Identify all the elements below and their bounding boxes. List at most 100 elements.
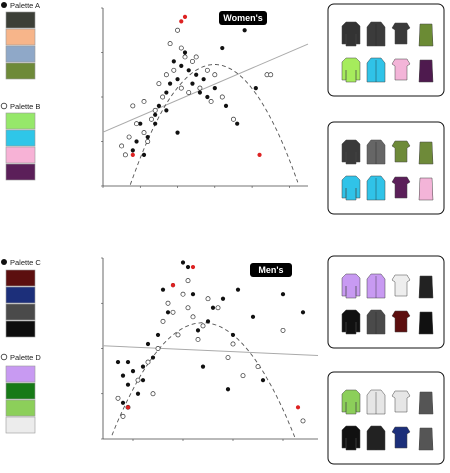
shirt-icon [391,426,411,449]
palette-a-label: Palette A [10,1,40,10]
data-point [150,391,156,397]
skirt-icon [418,141,434,165]
data-point [156,103,162,108]
data-point [115,395,121,401]
shirt-icon [391,58,411,81]
palette-d-marker [0,353,8,361]
palette-c-marker [1,259,7,265]
palette-a-swatches [5,11,36,80]
palette-swatch [5,11,36,29]
data-point [179,63,184,68]
data-point [160,287,166,292]
shirt-icon [391,390,411,413]
data-point [208,98,214,104]
data-point [141,152,147,157]
palette-a-marker [1,2,7,8]
palette-d-swatches [5,365,36,434]
skirt-icon [418,427,434,451]
data-point [180,260,186,265]
linear-fit-line [102,43,309,133]
jacket-icon [341,389,361,415]
data-point [201,77,206,82]
data-point [130,148,135,153]
palette-swatch [5,399,36,417]
linear-fit-line [102,345,319,357]
data-point [175,130,180,135]
data-point [130,369,136,374]
data-point [212,86,217,91]
data-point [134,121,139,127]
data-point [235,287,241,292]
data-point [215,305,221,311]
data-point [140,378,146,383]
shirt-icon [391,22,411,45]
data-point [195,328,201,333]
data-point [135,391,141,396]
skirt-icon [418,23,434,47]
data-point [200,323,206,329]
highlighted-point [170,283,176,288]
palette-swatch [5,416,36,434]
quadratic-fit-curve [111,322,296,438]
palette-swatch [5,320,36,338]
data-point [180,291,186,297]
palette-swatch [5,365,36,383]
jacket-icon [341,57,361,83]
palette-c-legend: Palette C [1,258,41,338]
jacket-icon [341,21,361,47]
highlighted-point [295,405,301,410]
palette-swatch [5,45,36,63]
jacket-icon [341,175,361,201]
jacket-icon [341,309,361,335]
jacket-icon [341,425,361,451]
palette-swatch [5,28,36,46]
data-point [231,116,236,122]
data-point [120,373,126,378]
shirt-icon [391,176,411,199]
data-point [126,134,132,140]
men-outfit-boxes [327,255,445,465]
data-point [160,94,166,100]
data-point [149,116,154,122]
shirt-icon [391,310,411,333]
data-point [141,130,147,136]
data-point [212,72,218,78]
data-point [182,50,188,55]
data-point [152,107,158,113]
women-scatter-plot [101,7,309,188]
data-point [195,337,201,342]
shirt-icon [391,274,411,297]
data-point [219,94,225,100]
data-point [197,85,203,91]
data-point [205,296,211,302]
data-point [185,305,191,311]
men-scatter-plot [101,257,319,441]
data-point [250,314,256,319]
data-point [186,90,192,96]
data-point [138,121,143,126]
data-point [115,359,121,365]
highlighted-point [182,14,188,19]
data-point [178,45,184,51]
data-point [125,359,131,365]
palette-c-label: Palette C [10,258,41,267]
men-panel: Palette C Palette D Men's [0,255,445,465]
data-point [190,81,195,86]
data-point [190,292,196,297]
palette-b-label: Palette B [10,102,40,111]
skirt-icon [418,275,434,299]
skirt-icon [418,311,434,335]
data-point [167,81,173,86]
data-point [145,139,151,144]
data-point [223,103,229,108]
data-point [280,327,286,333]
men-title: Men's [258,265,283,275]
highlighted-point [190,264,196,270]
palette-swatch [5,129,36,147]
skirt-icon [418,177,434,201]
data-point [171,59,176,64]
palette-b-legend: Palette B [0,102,40,181]
data-point [205,94,210,100]
data-point [153,112,158,117]
palette-swatch [5,382,36,400]
